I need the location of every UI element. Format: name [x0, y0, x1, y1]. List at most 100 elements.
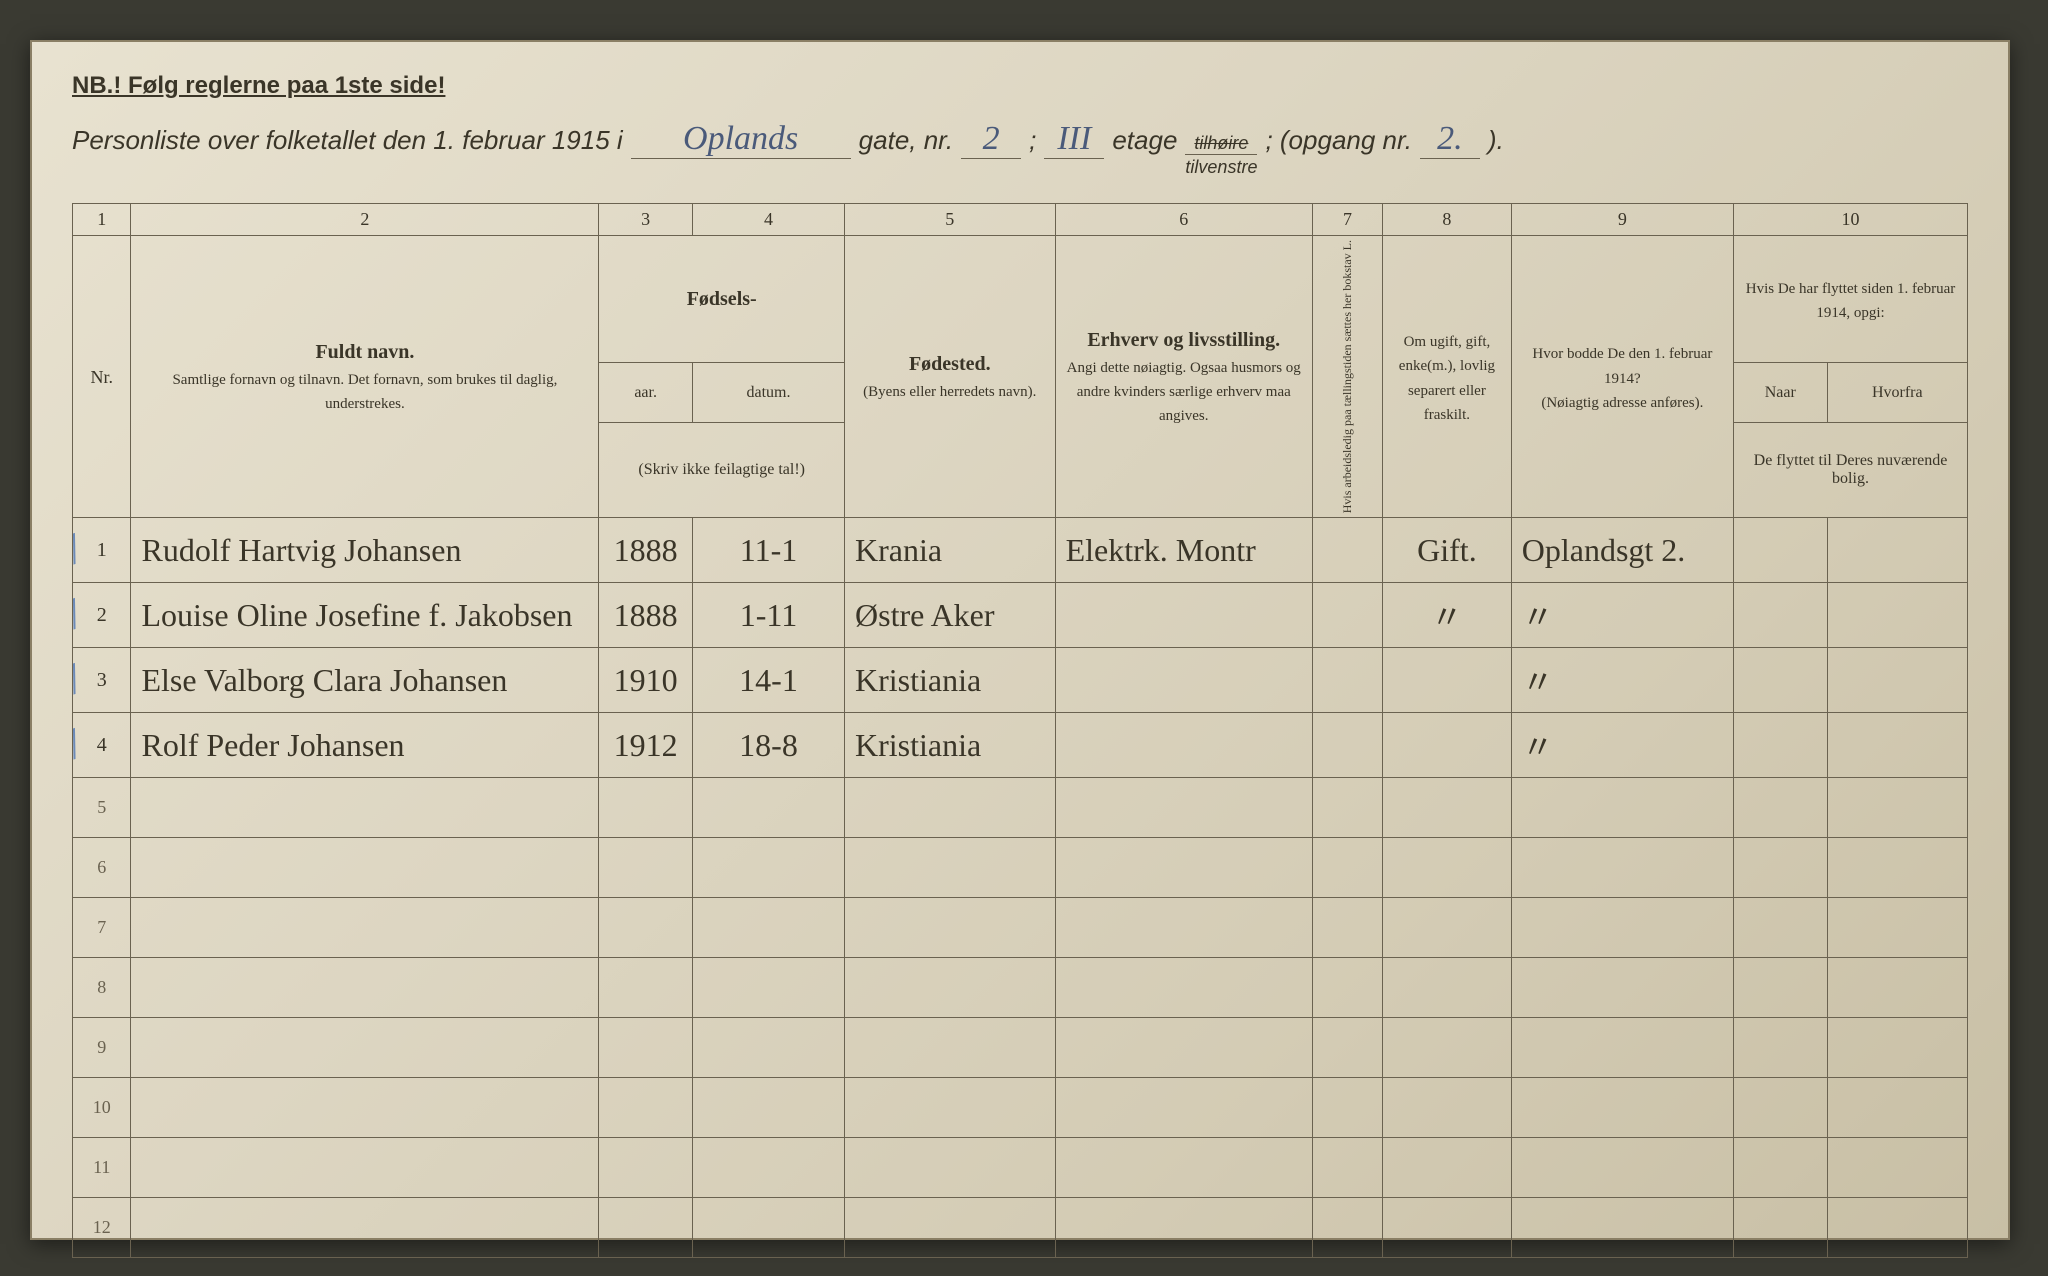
col-num-6: 6	[1055, 204, 1312, 236]
cell-date: 18-8	[692, 713, 844, 778]
cell-nr: /2	[73, 583, 131, 648]
close-paren: ).	[1488, 125, 1504, 156]
cell-when	[1734, 518, 1828, 583]
gate-number: 2	[961, 120, 1021, 159]
cell-address-1914: 〃	[1511, 648, 1733, 713]
hdr-naar: Naar	[1734, 363, 1828, 423]
header-nb: NB.! Følg reglerne paa 1ste side!	[72, 72, 1968, 100]
hdr-erhverv: Erhverv og livsstilling. Angi dette nøia…	[1055, 236, 1312, 518]
cell-nr: 8	[73, 958, 131, 1018]
struck-text: tilhøire	[1194, 133, 1248, 154]
cell-occupation	[1055, 583, 1312, 648]
cell-when	[1734, 648, 1828, 713]
cell-birthplace: Østre Aker	[845, 583, 1056, 648]
under-struck-text: tilvenstre	[1185, 154, 1257, 178]
col-num-5: 5	[845, 204, 1056, 236]
cell-nr: 5	[73, 778, 131, 838]
cell-nr: /1	[73, 518, 131, 583]
cell-year: 1888	[599, 518, 693, 583]
cell-col7	[1312, 648, 1382, 713]
cell-marital: 〃	[1383, 583, 1512, 648]
etage-label: etage	[1112, 125, 1177, 156]
cell-nr: 6	[73, 838, 131, 898]
cell-nr: 10	[73, 1078, 131, 1138]
table-row-empty: 9	[73, 1018, 1968, 1078]
table-row: /2Louise Oline Josefine f. Jakobsen18881…	[73, 583, 1968, 648]
col-num-9: 9	[1511, 204, 1733, 236]
header-intro: Personliste over folketallet den 1. febr…	[72, 125, 623, 156]
cell-year: 1910	[599, 648, 693, 713]
cell-birthplace: Krania	[845, 518, 1056, 583]
cell-marital	[1383, 713, 1512, 778]
cell-marital: Gift.	[1383, 518, 1512, 583]
cell-when	[1734, 713, 1828, 778]
hdr-fodsels: Fødsels-	[599, 236, 845, 363]
cell-nr: 7	[73, 898, 131, 958]
table-row: /4Rolf Peder Johansen191218-8Kristiania 〃	[73, 713, 1968, 778]
table-row-empty: 12	[73, 1198, 1968, 1258]
hdr-col9: Hvor bodde De den 1. februar 1914?(Nøiag…	[1511, 236, 1733, 518]
cell-nr: 11	[73, 1138, 131, 1198]
street-name: Oplands	[631, 120, 851, 159]
cell-name: Louise Oline Josefine f. Jakobsen	[131, 583, 599, 648]
cell-name: Rolf Peder Johansen	[131, 713, 599, 778]
cell-address-1914: 〃	[1511, 713, 1733, 778]
table-body: /1Rudolf Hartvig Johansen188811-1KraniaE…	[73, 518, 1968, 1258]
cell-nr: 9	[73, 1018, 131, 1078]
cell-marital	[1383, 648, 1512, 713]
hdr-datum: datum.	[692, 363, 844, 423]
cell-from	[1827, 518, 1967, 583]
col-num-10: 10	[1734, 204, 1968, 236]
cell-from	[1827, 583, 1967, 648]
cell-occupation: Elektrk. Montr	[1055, 518, 1312, 583]
sep: ;	[1029, 125, 1036, 156]
header-line: Personliste over folketallet den 1. febr…	[72, 120, 1968, 178]
col-num-1: 1	[73, 204, 131, 236]
table-row-empty: 7	[73, 898, 1968, 958]
opgang-label: ; (opgang nr.	[1265, 125, 1411, 156]
table-row-empty: 8	[73, 958, 1968, 1018]
document-page: NB.! Følg reglerne paa 1ste side! Person…	[30, 40, 2010, 1240]
table-row-empty: 5	[73, 778, 1968, 838]
cell-nr: /4	[73, 713, 131, 778]
col-num-7: 7	[1312, 204, 1382, 236]
cell-col7	[1312, 713, 1382, 778]
opgang-number: 2.	[1420, 120, 1480, 159]
table-row-empty: 6	[73, 838, 1968, 898]
hdr-aar: aar.	[599, 363, 693, 423]
cell-address-1914: 〃	[1511, 583, 1733, 648]
cell-from	[1827, 713, 1967, 778]
hdr-col10-sub: De flyttet til Deres nuværende bolig.	[1734, 423, 1968, 518]
col-num-2: 2	[131, 204, 599, 236]
hdr-col7: Hvis arbeidsledig paa tællingstiden sætt…	[1312, 236, 1382, 518]
hdr-hvorfra: Hvorfra	[1827, 363, 1967, 423]
cell-name: Else Valborg Clara Johansen	[131, 648, 599, 713]
cell-year: 1888	[599, 583, 693, 648]
hdr-fodsels-note: (Skriv ikke feilagtige tal!)	[599, 423, 845, 518]
cell-nr: /3	[73, 648, 131, 713]
col-num-4: 4	[692, 204, 844, 236]
table-row: /1Rudolf Hartvig Johansen188811-1KraniaE…	[73, 518, 1968, 583]
table-header: 1 2 3 4 5 6 7 8 9 10 Nr. Fuldt navn. Sam…	[73, 204, 1968, 518]
cell-nr: 12	[73, 1198, 131, 1258]
cell-date: 1-11	[692, 583, 844, 648]
table-row: /3Else Valborg Clara Johansen191014-1Kri…	[73, 648, 1968, 713]
side-indicator: tilhøire tilvenstre	[1185, 133, 1257, 178]
gate-label: gate, nr.	[859, 125, 953, 156]
census-table: 1 2 3 4 5 6 7 8 9 10 Nr. Fuldt navn. Sam…	[72, 203, 1968, 1258]
table-row-empty: 10	[73, 1078, 1968, 1138]
cell-name: Rudolf Hartvig Johansen	[131, 518, 599, 583]
cell-date: 11-1	[692, 518, 844, 583]
col-num-3: 3	[599, 204, 693, 236]
hdr-col10: Hvis De har flyttet siden 1. februar 191…	[1734, 236, 1968, 363]
cell-year: 1912	[599, 713, 693, 778]
cell-occupation	[1055, 648, 1312, 713]
hdr-name: Fuldt navn. Samtlige fornavn og tilnavn.…	[131, 236, 599, 518]
cell-col7	[1312, 518, 1382, 583]
cell-birthplace: Kristiania	[845, 713, 1056, 778]
cell-address-1914: Oplandsgt 2.	[1511, 518, 1733, 583]
col-num-8: 8	[1383, 204, 1512, 236]
cell-occupation	[1055, 713, 1312, 778]
cell-when	[1734, 583, 1828, 648]
hdr-nr: Nr.	[73, 236, 131, 518]
